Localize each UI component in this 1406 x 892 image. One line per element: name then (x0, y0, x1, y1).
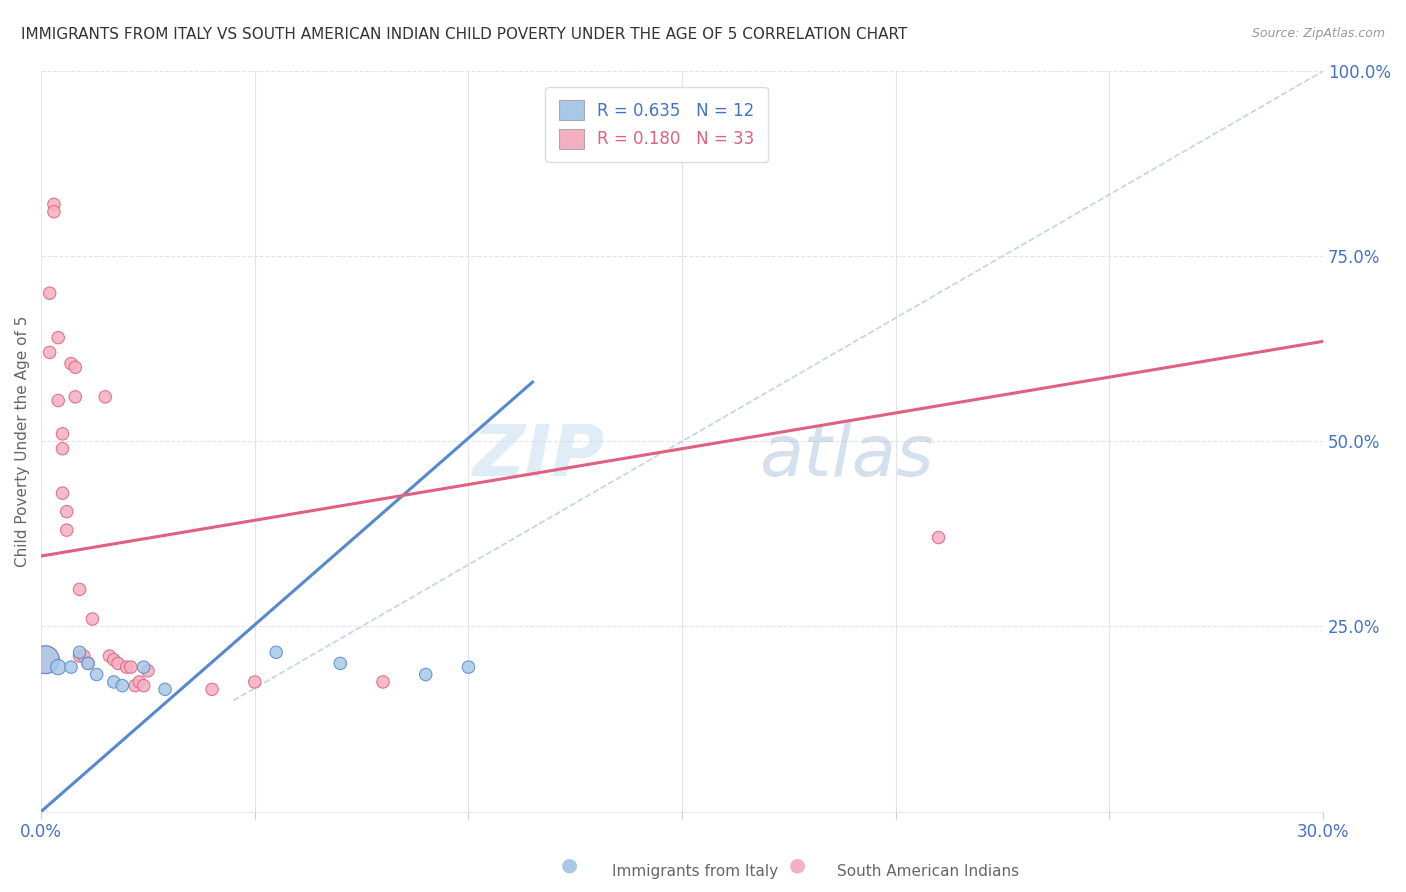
Point (73, 648, 96, 663)
Point (69, 645, 91, 659)
Point (128, 675, 150, 690)
Text: ●: ● (789, 855, 806, 874)
Point (243, 675, 266, 690)
Text: ●: ● (561, 855, 578, 874)
Text: South American Indians: South American Indians (837, 863, 1019, 879)
Point (38, 286, 60, 301)
Point (86, 667, 108, 681)
Point (69, 648, 91, 663)
Legend: R = 0.635   N = 12, R = 0.180   N = 33: R = 0.635 N = 12, R = 0.180 N = 33 (546, 87, 768, 162)
Point (124, 679, 146, 693)
Point (34, 653, 56, 667)
Point (77, 657, 100, 671)
Point (120, 660, 142, 674)
Point (34, 653, 56, 667)
Point (65, 390, 87, 404)
Point (65, 360, 87, 375)
Point (103, 653, 125, 667)
Point (46, 660, 69, 674)
Point (94, 390, 117, 404)
Point (60, 660, 83, 674)
Point (115, 660, 138, 674)
Point (111, 679, 134, 693)
Point (329, 657, 352, 671)
Point (51, 426, 73, 441)
Y-axis label: Child Poverty Under the Age of 5: Child Poverty Under the Age of 5 (15, 316, 30, 567)
Point (371, 675, 394, 690)
Point (107, 657, 129, 671)
Point (55, 505, 77, 519)
Point (69, 582, 91, 597)
Point (136, 664, 159, 678)
Point (46, 331, 69, 345)
Text: atlas: atlas (759, 422, 934, 491)
Point (264, 645, 287, 659)
Point (55, 523, 77, 537)
Point (153, 682, 176, 697)
Text: Source: ZipAtlas.com: Source: ZipAtlas.com (1251, 27, 1385, 40)
Point (42, 197, 65, 211)
Point (51, 442, 73, 456)
Point (60, 357, 83, 371)
Point (42, 204, 65, 219)
Text: IMMIGRANTS FROM ITALY VS SOUTH AMERICAN INDIAN CHILD POVERTY UNDER THE AGE OF 5 : IMMIGRANTS FROM ITALY VS SOUTH AMERICAN … (21, 27, 907, 42)
Point (132, 660, 155, 674)
Point (457, 660, 479, 674)
Point (98, 648, 121, 663)
Point (46, 393, 69, 408)
Point (201, 682, 224, 697)
Point (77, 657, 100, 671)
Point (132, 679, 155, 693)
Text: Immigrants from Italy: Immigrants from Italy (612, 863, 778, 879)
Point (415, 667, 437, 681)
Text: ZIP: ZIP (472, 422, 605, 491)
Point (103, 675, 125, 690)
Point (38, 345, 60, 359)
Point (82, 612, 104, 626)
Point (928, 531, 950, 545)
Point (51, 486, 73, 500)
